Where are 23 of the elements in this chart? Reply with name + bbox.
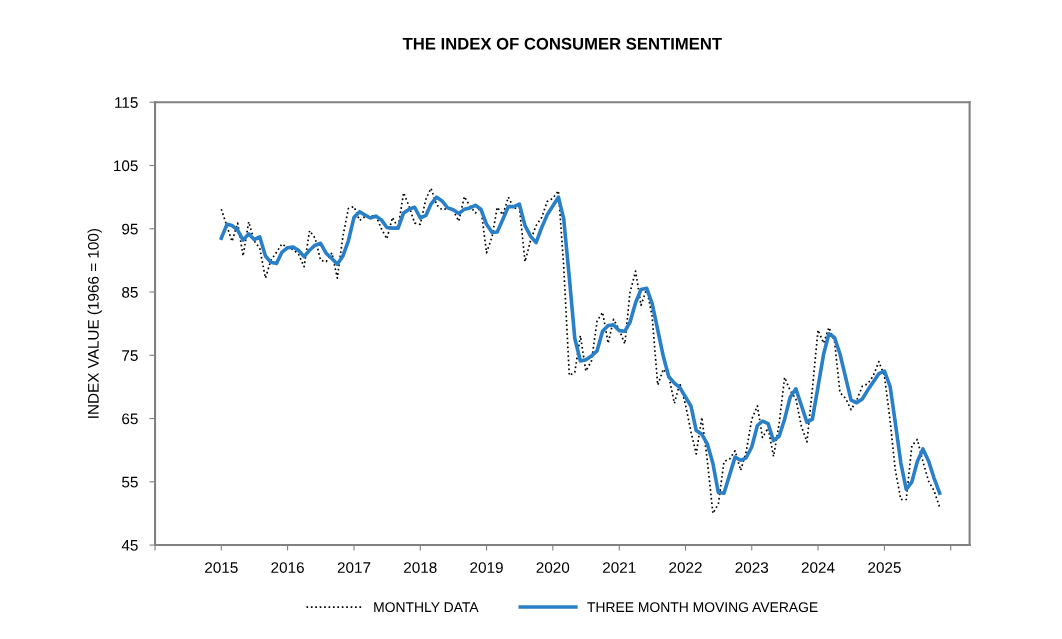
- x-tick-label: 2023: [735, 562, 769, 573]
- y-axis-title: INDEX VALUE (1966 = 100): [87, 228, 102, 418]
- legend-label: THREE MONTH MOVING AVERAGE: [587, 602, 818, 613]
- chart-title: THE INDEX OF CONSUMER SENTIMENT: [402, 37, 722, 50]
- y-tick-label: 95: [122, 223, 138, 235]
- y-tick-label: 85: [122, 286, 138, 298]
- x-tick-label: 2015: [205, 562, 238, 573]
- x-tick-label: 2022: [669, 562, 702, 573]
- x-tick-label: 2019: [470, 562, 503, 573]
- y-tick-label: 65: [122, 413, 138, 425]
- x-tick-label: 2018: [404, 562, 437, 573]
- x-tick-label: 2024: [801, 562, 835, 573]
- x-tick-label: 2021: [603, 562, 636, 573]
- x-tick-label: 2016: [271, 562, 304, 573]
- y-tick-label: 75: [122, 350, 138, 361]
- legend-label: MONTHLY DATA: [374, 602, 479, 613]
- x-tick-label: 2017: [337, 562, 371, 573]
- x-tick-label: 2025: [868, 562, 901, 573]
- y-tick-label: 55: [122, 476, 138, 488]
- y-tick-label: 45: [121, 540, 138, 551]
- y-tick-label: 105: [114, 160, 138, 172]
- x-tick-label: 2020: [536, 562, 570, 573]
- y-tick-label: 115: [115, 97, 138, 108]
